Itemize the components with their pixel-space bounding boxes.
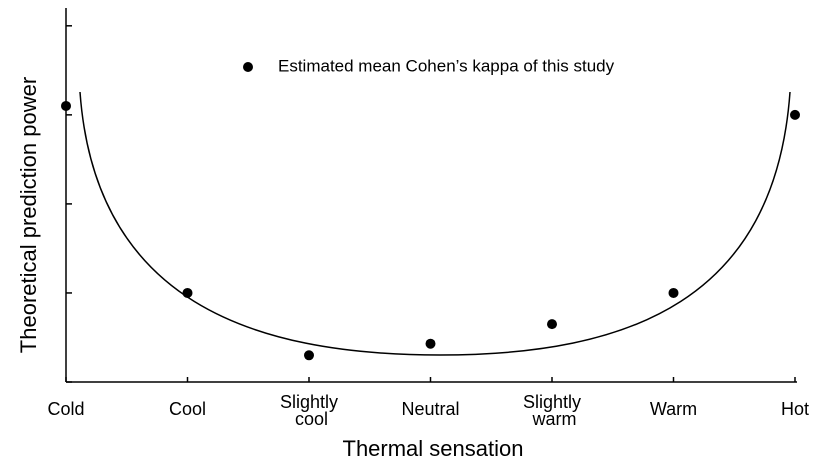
legend-label: Estimated mean Cohen’s kappa of this stu… (278, 56, 615, 75)
x-axis-title: Thermal sensation (343, 436, 524, 461)
data-point (547, 319, 557, 330)
x-tick-label: Hot (781, 399, 809, 419)
data-point (304, 350, 314, 361)
theoretical-curve (79, 91, 791, 356)
y-axis-title: Theoretical prediction power (16, 77, 41, 353)
data-point (425, 338, 436, 349)
data-point (182, 287, 193, 298)
x-tick-label: Cool (169, 399, 206, 419)
data-point (790, 109, 800, 120)
x-tick-label: Cold (47, 399, 84, 419)
x-tick-label: Slightly cool (280, 392, 338, 429)
x-tick-label: Slightly warm (523, 392, 581, 429)
x-tick-label: Neutral (401, 399, 459, 419)
data-point (668, 287, 679, 298)
x-tick-label: Warm (650, 399, 697, 419)
data-point (61, 100, 71, 111)
legend-marker (243, 62, 253, 72)
